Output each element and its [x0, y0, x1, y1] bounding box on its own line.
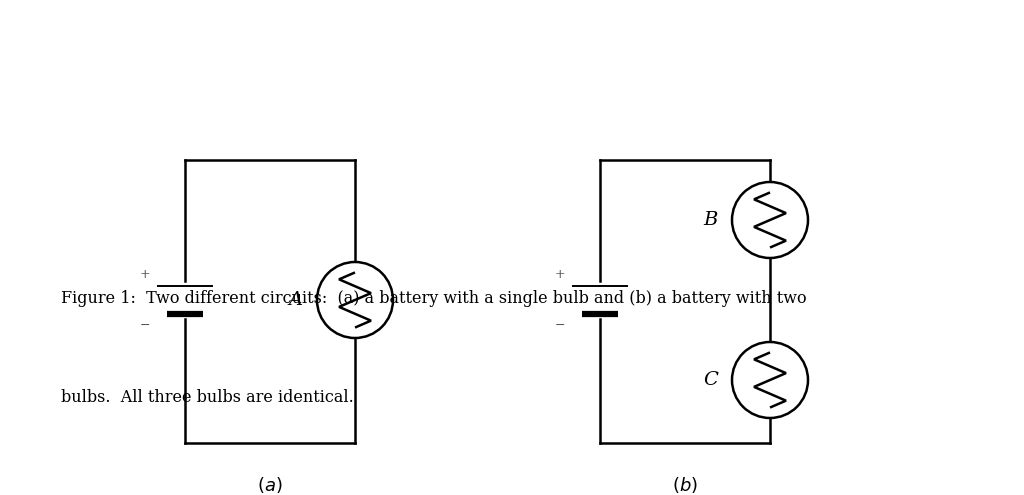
Text: +: +	[555, 268, 565, 281]
Circle shape	[317, 262, 393, 338]
Text: $(a)$: $(a)$	[257, 475, 283, 495]
Text: Figure 1:  Two different circuits:  (a) a battery with a single bulb and (b) a b: Figure 1: Two different circuits: (a) a …	[61, 290, 807, 307]
Text: $(b)$: $(b)$	[672, 475, 698, 495]
Text: bulbs.  All three bulbs are identical.: bulbs. All three bulbs are identical.	[61, 389, 354, 406]
Text: B: B	[703, 211, 718, 229]
Text: A: A	[289, 291, 303, 309]
Text: C: C	[703, 371, 718, 389]
Circle shape	[732, 182, 808, 258]
Text: +: +	[139, 268, 151, 281]
Text: −: −	[139, 319, 151, 332]
Circle shape	[732, 342, 808, 418]
Text: −: −	[555, 319, 565, 332]
